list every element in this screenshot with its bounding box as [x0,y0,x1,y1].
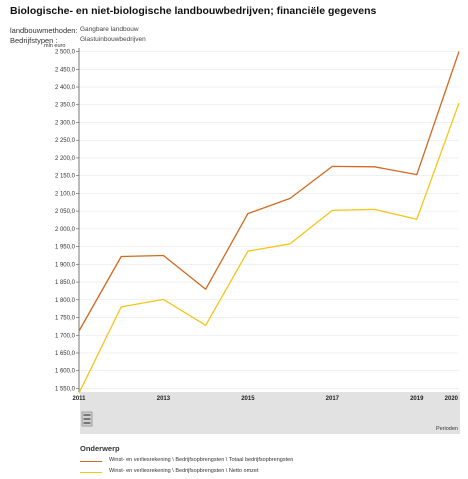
line-chart: 1 550,0 1 600,0 1 650,0 1 700,0 1 750,0 1 800… [44,43,460,434]
filter-label: landbouwmethoden: [10,26,78,35]
x-tick-label: 2015 [241,396,255,402]
y-tick-label: 2 250,0 [55,138,76,144]
x-axis-band [80,392,460,434]
x-tick-label: 2020 [445,396,459,402]
x-tick-label: 2019 [410,396,424,402]
period-selector-icon[interactable] [81,411,93,427]
y-tick-label: 2 100,0 [55,191,76,197]
x-axis-ticks: 2011 2013 2015 2017 2019 2020 [72,396,458,402]
page-title: Biologische- en niet-biologische landbou… [10,5,377,17]
y-tick-label: 1 950,0 [55,245,76,251]
y-tick-label: 1 850,0 [55,280,76,286]
y-tick-label: 1 600,0 [55,369,76,375]
y-tick-label: 1 650,0 [55,351,76,357]
legend-item[interactable]: Winst- en verliesrekening \ Bedrijfsopbr… [80,457,293,468]
legend: Onderwerp Winst- en verliesrekening \ Be… [80,444,293,479]
legend-swatch [80,472,102,473]
series-lines [78,51,460,394]
x-tick-label: 2017 [326,396,340,402]
y-tick-label: 2 050,0 [55,209,76,215]
y-tick-label: 2 450,0 [55,67,76,73]
y-tick-label: 1 900,0 [55,262,76,268]
y-tick-label: 1 750,0 [55,316,76,322]
legend-label: Winst- en verliesrekening \ Bedrijfsopbr… [109,468,259,474]
y-tick-label: 1 800,0 [55,298,76,304]
x-axis-title: Perioden [436,426,458,432]
y-tick-label: 2 400,0 [55,85,76,91]
y-tick-label: 1 700,0 [55,333,76,339]
y-axis-ticks: 1 550,0 1 600,0 1 650,0 1 700,0 1 750,0 1 800… [55,50,79,392]
y-tick-label: 2 300,0 [55,120,76,126]
x-tick-label: 2013 [157,396,171,402]
y-tick-label: 2 500,0 [55,50,76,56]
y-tick-label: 2 150,0 [55,174,76,180]
y-tick-label: 2 000,0 [55,227,76,233]
y-tick-label: 2 200,0 [55,156,76,162]
y-axis-unit: mln euro [44,43,65,49]
filter-value: Glastuinbouwbedrijven [80,36,146,43]
x-tick-label: 2011 [72,396,86,402]
gridlines [79,51,459,389]
legend-swatch [80,461,102,462]
y-tick-label: 2 350,0 [55,103,76,109]
filter-value: Gangbare landbouw [80,26,139,33]
legend-title: Onderwerp [80,444,120,453]
legend-label: Winst- en verliesrekening \ Bedrijfsopbr… [109,457,294,463]
y-tick-label: 1 550,0 [55,386,76,392]
series-line-1[interactable] [78,102,460,394]
series-line-0[interactable] [78,51,460,332]
legend-item[interactable]: Winst- en verliesrekening \ Bedrijfsopbr… [80,468,259,479]
filter-label: Bedrijfstypen : [10,36,58,45]
